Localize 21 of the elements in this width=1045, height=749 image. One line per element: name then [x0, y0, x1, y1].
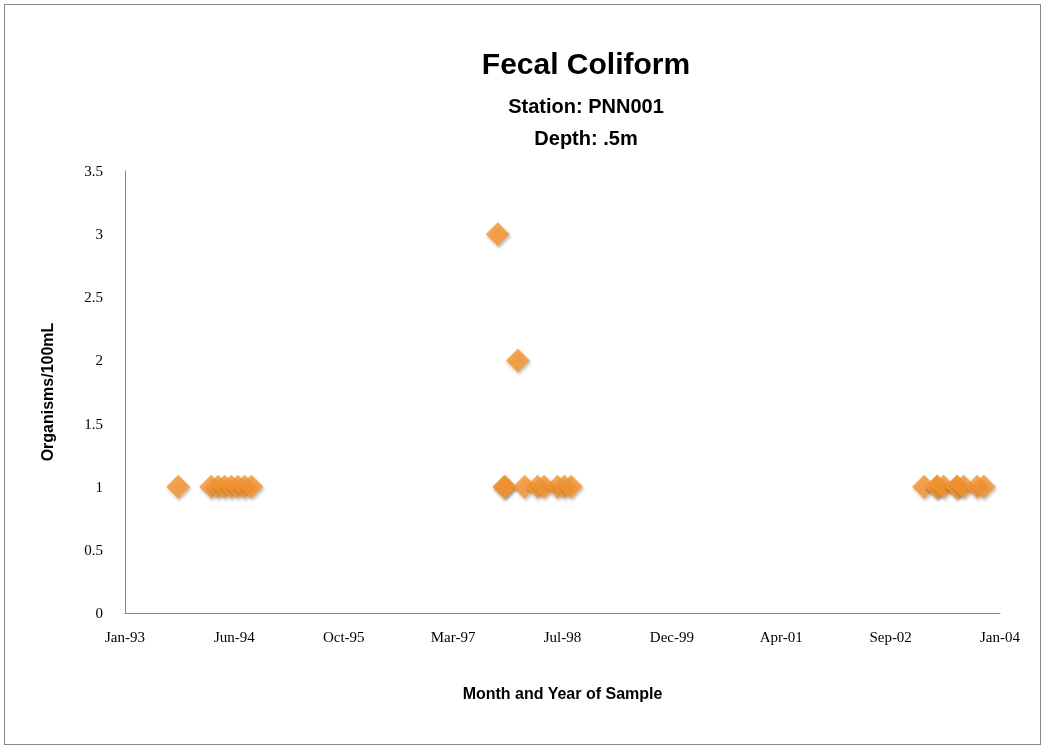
x-tick-label: Mar-97: [430, 628, 476, 645]
x-tick-label: Jun-94: [213, 628, 256, 645]
x-tick-label: Oct-95: [322, 628, 365, 645]
y-tick-label: 3.5: [84, 163, 103, 179]
y-tick-label: 2: [95, 352, 103, 369]
y-tick-label: 0.5: [84, 541, 103, 558]
y-tick-label: 0: [95, 605, 103, 621]
y-tick-label: 2.5: [84, 289, 103, 306]
x-tick-label: Jan-04: [980, 628, 1021, 645]
x-axis-title: Month and Year of Sample: [462, 684, 663, 702]
x-tick-label: Sep-02: [869, 628, 912, 645]
x-tick-label: Jan-93: [105, 628, 145, 645]
y-tick-label: 1: [95, 478, 103, 495]
x-tick-label: Apr-01: [759, 628, 803, 645]
x-tick-label: Jul-98: [543, 628, 582, 645]
y-tick-label: 1.5: [84, 415, 103, 432]
chart-subtitle: Station: PNN001 Depth: .5m: [508, 95, 664, 149]
chart-title: Fecal Coliform: [481, 46, 691, 80]
y-axis-title: Organisms/100mL: [38, 322, 56, 462]
y-tick-label: 3: [95, 226, 103, 243]
x-tick-label: Dec-99: [649, 628, 694, 645]
